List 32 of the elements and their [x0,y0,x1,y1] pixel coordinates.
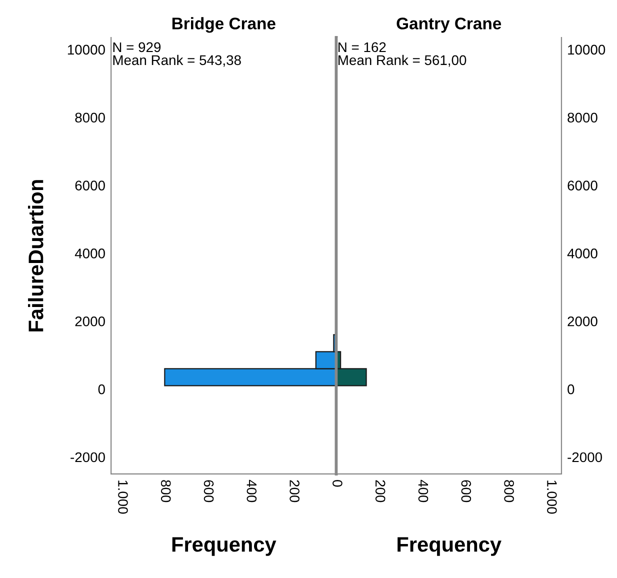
y-tick-label: 4000 [567,248,598,258]
x-tick-label: 400 [246,480,257,502]
y-tick-label: 0 [98,384,105,394]
y-tick-label: 4000 [74,248,105,258]
y-tick-label: 6000 [75,180,105,190]
x-tick-label: 400 [418,480,428,502]
annotation: N = 162 Mean Rank = 561,00 [338,42,466,67]
y-tick-label: 8000 [568,112,598,123]
x-tick-label: 800 [504,480,514,502]
annotation: N = 929 Mean Rank = 543,38 [113,42,241,67]
y-tick-label: 6000 [568,180,598,190]
chart-title: Gantry Crane [396,18,502,33]
y-tick-label: 2000 [75,316,105,326]
x-tick-label: 800 [160,480,171,502]
x-tick-label: 1.000 [118,480,128,514]
x-tick-label: 1.000 [547,480,557,514]
x-tick-label: 600 [461,480,472,502]
y-tick-label: 2000 [568,316,598,326]
y-tick-label: 10000 [568,44,606,55]
y-tick-label: -2000 [70,452,105,462]
y-tick-label: -2000 [568,452,602,462]
x-tick-label: 600 [204,480,214,502]
x-axis-title: Frequency [172,537,276,556]
x-tick-label: 200 [290,480,300,502]
x-tick-label: 0 [332,480,342,487]
y-tick-label: 10000 [68,44,105,55]
chart-title: Bridge Crane [172,17,276,33]
x-tick-label: 200 [375,480,386,502]
y-tick-label: 0 [568,384,574,394]
x-axis-title: Frequency [398,537,502,556]
y-tick-label: 8000 [75,112,105,123]
y-axis-title: FailureDuartion [28,180,44,332]
